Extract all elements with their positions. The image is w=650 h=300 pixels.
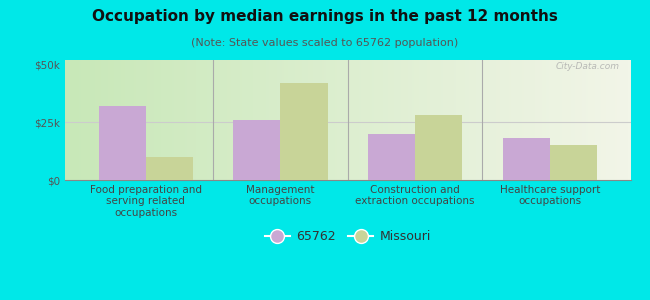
- Bar: [146, 157, 193, 180]
- Text: City-Data.com: City-Data.com: [555, 62, 619, 71]
- Text: (Note: State values scaled to 65762 population): (Note: State values scaled to 65762 popu…: [191, 38, 459, 47]
- Bar: [280, 83, 328, 180]
- Text: Occupation by median earnings in the past 12 months: Occupation by median earnings in the pas…: [92, 9, 558, 24]
- Bar: [99, 106, 146, 180]
- Bar: [502, 139, 550, 180]
- Bar: [415, 116, 462, 180]
- Bar: [233, 120, 280, 180]
- Bar: [368, 134, 415, 180]
- Legend: 65762, Missouri: 65762, Missouri: [260, 225, 436, 248]
- Bar: [550, 146, 597, 180]
